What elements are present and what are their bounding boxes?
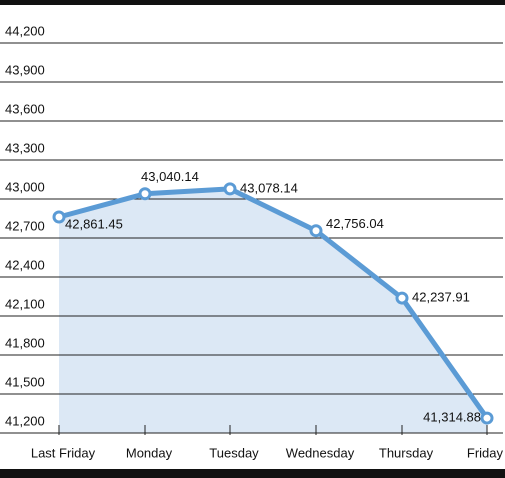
y-tick-label: 41,500: [5, 374, 45, 389]
value-label: 42,237.91: [412, 290, 470, 305]
marker: [309, 224, 323, 238]
x-tick-label: Monday: [126, 445, 173, 460]
value-label: 41,314.88: [423, 410, 481, 425]
value-label: 43,040.14: [141, 169, 199, 184]
value-label: 43,078.14: [240, 180, 298, 195]
y-tick-label: 41,200: [5, 413, 45, 428]
marker: [480, 411, 494, 425]
bottom-bar: [0, 469, 505, 478]
marker: [395, 291, 409, 305]
y-tick-label: 42,400: [5, 257, 45, 272]
marker: [223, 182, 237, 196]
x-tick-label: Friday: [467, 445, 504, 460]
y-tick-label: 43,900: [5, 62, 45, 77]
x-tick-label: Wednesday: [286, 445, 355, 460]
x-tick-label: Tuesday: [209, 445, 259, 460]
value-label: 42,861.45: [65, 216, 123, 231]
value-label: 42,756.04: [326, 216, 384, 231]
y-tick-label: 43,300: [5, 140, 45, 155]
y-tick-label: 42,700: [5, 218, 45, 233]
marker: [138, 187, 152, 201]
line: [58, 186, 490, 420]
x-tick-label: Last Friday: [31, 445, 96, 460]
x-tick-label: Thursday: [379, 445, 434, 460]
area: [59, 188, 487, 433]
top-bar: [0, 0, 505, 5]
y-tick-label: 44,200: [5, 23, 45, 38]
y-tick-label: 41,800: [5, 335, 45, 350]
y-tick-label: 43,600: [5, 101, 45, 116]
y-tick-label: 43,000: [5, 179, 45, 194]
y-tick-label: 42,100: [5, 296, 45, 311]
marker: [52, 210, 66, 224]
